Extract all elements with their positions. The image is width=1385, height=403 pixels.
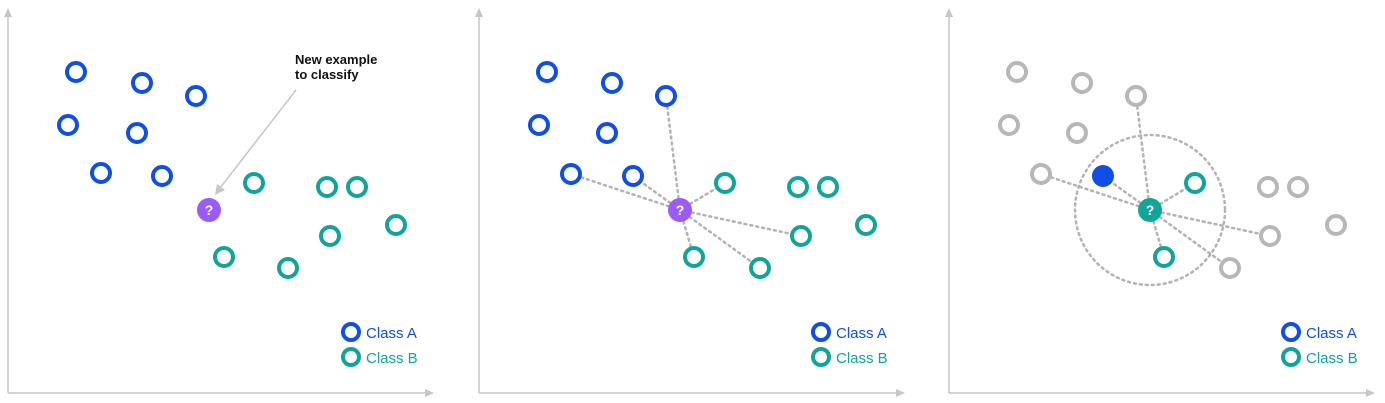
faded-point xyxy=(1259,225,1281,247)
annotation-pointer-head xyxy=(215,184,225,195)
panel-2-distance-lines xyxy=(569,94,803,270)
faded-point xyxy=(1219,257,1241,279)
panel-2: ? Class A Class B xyxy=(475,8,905,397)
class-b-point xyxy=(213,246,235,268)
distance-line xyxy=(678,208,762,270)
nearest-class-b-point xyxy=(1153,246,1175,268)
distance-line xyxy=(1148,208,1232,270)
distance-line xyxy=(569,172,682,212)
nearest-class-a-point xyxy=(1092,165,1114,187)
class-a-point xyxy=(131,72,153,94)
class-a-point xyxy=(151,165,173,187)
class-a-point xyxy=(528,114,550,136)
class-b-point xyxy=(790,225,812,247)
legend-class-b-marker xyxy=(811,347,831,367)
new-example-annotation: New example to classify xyxy=(215,52,377,195)
panel-2-class-a-points xyxy=(528,61,677,187)
panel-3: ? Class A Class B xyxy=(945,8,1375,397)
query-point: ? xyxy=(668,198,692,222)
class-b-point xyxy=(855,214,877,236)
legend-class-a-label: Class A xyxy=(1306,325,1357,342)
distance-line xyxy=(664,94,682,212)
panel-3-nearest-neighbors xyxy=(1092,165,1206,268)
neighborhood-radius xyxy=(1073,133,1227,287)
panel-3-axes xyxy=(945,8,1375,397)
annotation-pointer xyxy=(219,89,297,189)
query-point-classified: ? xyxy=(1138,198,1162,222)
faded-point xyxy=(1030,163,1052,185)
legend-class-b-label: Class B xyxy=(1306,350,1358,367)
faded-point xyxy=(1325,214,1347,236)
class-a-point xyxy=(65,61,87,83)
class-a-point xyxy=(126,122,148,144)
class-b-point xyxy=(319,225,341,247)
faded-point xyxy=(1125,85,1147,107)
legend-class-b-label: Class B xyxy=(366,350,418,367)
class-a-point xyxy=(185,85,207,107)
faded-point xyxy=(998,114,1020,136)
panel-3-distance-lines xyxy=(1039,94,1272,270)
legend-class-b-label: Class B xyxy=(836,350,888,367)
nearest-class-b-point xyxy=(1184,172,1206,194)
query-point-marker xyxy=(1138,198,1162,222)
faded-point xyxy=(1257,176,1279,198)
class-b-point xyxy=(346,176,368,198)
legend-class-a-label: Class A xyxy=(366,325,417,342)
panel-1-class-b-points xyxy=(213,172,407,279)
question-mark-icon: ? xyxy=(1146,202,1155,218)
query-point-marker xyxy=(197,198,221,222)
class-b-point xyxy=(683,246,705,268)
distance-line xyxy=(678,208,803,238)
legend-class-a-label: Class A xyxy=(836,325,887,342)
panel-1-axes xyxy=(4,8,434,397)
panel-1-legend: Class A Class B xyxy=(341,322,418,367)
panel-3-faded-points xyxy=(998,61,1347,279)
annotation-line-2: to classify xyxy=(295,67,359,82)
class-b-point xyxy=(277,257,299,279)
query-point-marker xyxy=(668,198,692,222)
panel-2-legend: Class A Class B xyxy=(811,322,888,367)
faded-point xyxy=(1006,61,1028,83)
legend-class-b-marker xyxy=(341,347,361,367)
panel-2-class-b-points xyxy=(683,172,877,279)
class-a-point xyxy=(536,61,558,83)
class-b-point xyxy=(749,257,771,279)
question-mark-icon: ? xyxy=(676,202,685,218)
class-a-point xyxy=(601,72,623,94)
faded-point xyxy=(1287,176,1309,198)
legend-class-b-marker xyxy=(1281,347,1301,367)
class-b-point xyxy=(787,176,809,198)
faded-point xyxy=(1071,72,1093,94)
faded-point xyxy=(1066,122,1088,144)
class-a-point xyxy=(622,165,644,187)
panel-1: New example to classify ? Class A Class … xyxy=(4,8,434,397)
class-a-point xyxy=(57,114,79,136)
question-mark-icon: ? xyxy=(205,202,214,218)
class-b-point xyxy=(243,172,265,194)
class-a-point xyxy=(655,85,677,107)
class-a-point xyxy=(90,162,112,184)
distance-line xyxy=(1039,172,1152,212)
legend-class-a-marker xyxy=(811,322,831,342)
class-b-point xyxy=(817,176,839,198)
annotation-line-1: New example xyxy=(295,52,377,67)
panel-1-class-a-points xyxy=(57,61,207,187)
class-b-point xyxy=(385,214,407,236)
class-a-point xyxy=(596,122,618,144)
panel-2-axes xyxy=(475,8,905,397)
panel-3-legend: Class A Class B xyxy=(1281,322,1358,367)
class-b-point xyxy=(316,176,338,198)
distance-line xyxy=(1134,94,1152,212)
legend-class-a-marker xyxy=(1281,322,1301,342)
legend-class-a-marker xyxy=(341,322,361,342)
query-point: ? xyxy=(197,198,221,222)
distance-line xyxy=(1148,208,1272,238)
class-b-point xyxy=(714,172,736,194)
class-a-point xyxy=(560,163,582,185)
